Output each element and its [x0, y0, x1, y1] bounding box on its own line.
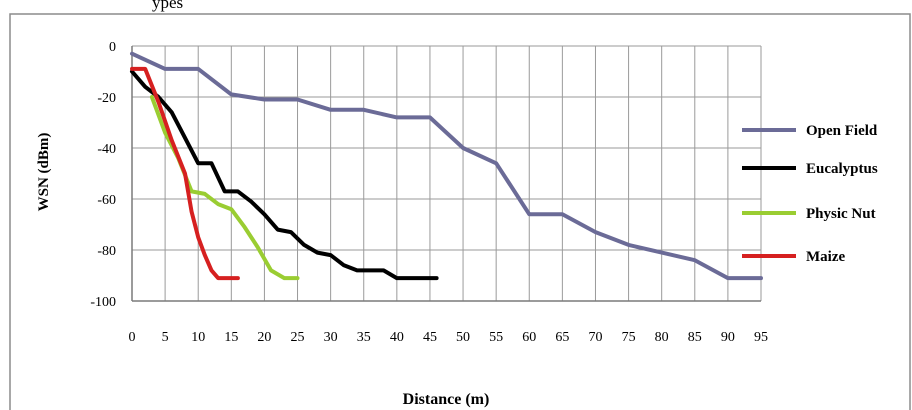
x-tick-label: 90	[721, 330, 735, 345]
y-tick-label: -60	[97, 193, 116, 208]
legend-label-maize: Maize	[806, 249, 845, 265]
x-tick-label: 45	[423, 330, 437, 345]
series-line-eucalyptus	[130, 69, 439, 281]
x-tick-label: 65	[555, 330, 569, 345]
series-line-maize	[130, 66, 240, 281]
x-tick-label: 95	[754, 330, 768, 345]
y-tick-label: -20	[97, 91, 116, 106]
x-tick-label: 80	[655, 330, 669, 345]
y-tick-label: -80	[97, 244, 116, 259]
y-axis-label: WSN (dBm)	[36, 133, 52, 212]
x-tick-label: 70	[588, 330, 602, 345]
x-tick-label: 10	[191, 330, 205, 345]
x-tick-label: 50	[456, 330, 470, 345]
x-tick-label: 55	[489, 330, 503, 345]
legend-label-eucalyptus: Eucalyptus	[806, 161, 878, 177]
y-tick-label: -40	[97, 142, 116, 157]
y-tick-label: 0	[109, 40, 116, 55]
legend-label-physic-nut: Physic Nut	[806, 206, 876, 222]
top-caption: ypes	[152, 0, 184, 12]
x-tick-label: 0	[129, 330, 136, 345]
x-tick-label: 5	[162, 330, 169, 345]
x-tick-label: 75	[622, 330, 636, 345]
x-tick-label: 30	[324, 330, 338, 345]
x-tick-label: 85	[688, 330, 702, 345]
x-tick-label: 35	[357, 330, 371, 345]
x-tick-label: 25	[291, 330, 305, 345]
y-tick-label: -100	[90, 295, 116, 310]
series-line-open-field	[130, 51, 763, 281]
legend-label-open-field: Open Field	[806, 123, 878, 139]
legend: Open Field Eucalyptus Physic Nut Maize	[742, 123, 878, 265]
axes: 0 5 10 15 20 25 30 35 40 45 50 55 60 65 70 75 80 85 90 95 0 -…	[90, 40, 768, 345]
x-tick-label: 40	[390, 330, 404, 345]
series-lines	[130, 51, 763, 281]
x-tick-label: 60	[522, 330, 536, 345]
x-axis-label: Distance (m)	[403, 391, 490, 408]
plot-area	[132, 46, 761, 301]
x-tick-label: 15	[224, 330, 238, 345]
x-tick-label: 20	[257, 330, 271, 345]
